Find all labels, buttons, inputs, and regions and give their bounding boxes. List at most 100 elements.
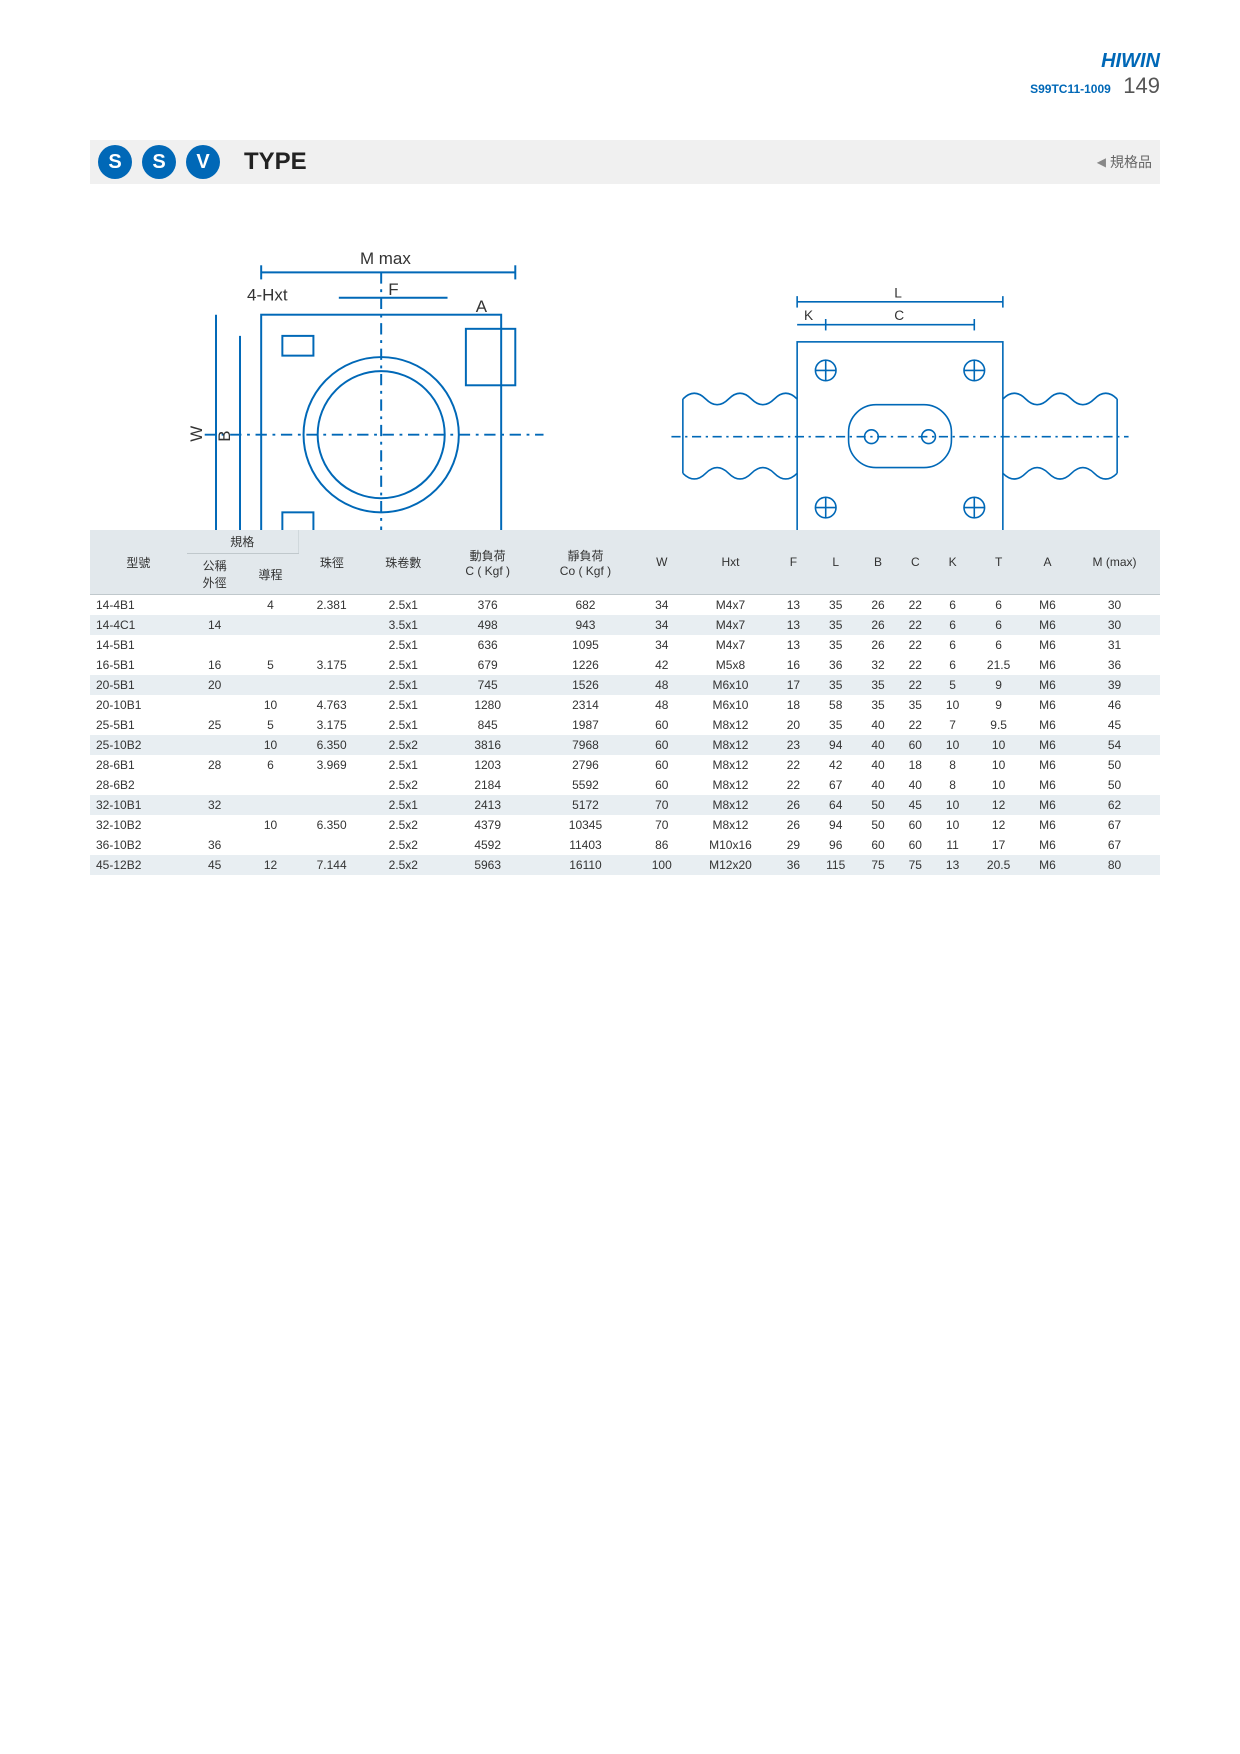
cell-c: 60 xyxy=(897,815,934,835)
cell-t: 6 xyxy=(971,615,1026,635)
cell-model: 14-4C1 xyxy=(90,615,187,635)
cell-l: 96 xyxy=(812,835,859,855)
cell-od xyxy=(187,815,243,835)
col-lead: 導程 xyxy=(243,554,299,595)
type-label: TYPE xyxy=(244,148,307,176)
cell-f: 17 xyxy=(775,675,812,695)
cell-bt: 2.5x2 xyxy=(365,855,442,875)
col-a: A xyxy=(1026,530,1069,595)
cell-model: 20-5B1 xyxy=(90,675,187,695)
cell-a: M6 xyxy=(1026,655,1069,675)
cell-b: 35 xyxy=(859,675,896,695)
doc-info: S99TC11-1009 149 xyxy=(1030,73,1160,99)
cell-bt: 2.5x1 xyxy=(365,675,442,695)
cell-bd: 6.350 xyxy=(298,735,364,755)
cell-sl: 1226 xyxy=(534,655,638,675)
table-row: 16-5B11653.1752.5x1679122642M5x816363222… xyxy=(90,655,1160,675)
cell-dl: 5963 xyxy=(442,855,534,875)
lbl-w: W xyxy=(187,426,206,442)
cell-f: 26 xyxy=(775,795,812,815)
lbl-c: C xyxy=(894,308,904,323)
cell-w: 42 xyxy=(637,655,686,675)
cell-lead: 10 xyxy=(243,815,299,835)
cell-b: 75 xyxy=(859,855,896,875)
cell-od: 25 xyxy=(187,715,243,735)
cell-dl: 4592 xyxy=(442,835,534,855)
cell-hxt: M8x12 xyxy=(686,795,775,815)
spec-tag: ◀ 規格品 xyxy=(1097,152,1160,172)
col-k: K xyxy=(934,530,971,595)
cell-c: 22 xyxy=(897,595,934,616)
cell-bt: 2.5x1 xyxy=(365,795,442,815)
cell-sl: 2796 xyxy=(534,755,638,775)
cell-lead xyxy=(243,775,299,795)
cell-bd xyxy=(298,615,364,635)
cell-bt: 2.5x2 xyxy=(365,815,442,835)
cell-sl: 11403 xyxy=(534,835,638,855)
table-row: 28-6B22.5x22184559260M8x1222674040810M65… xyxy=(90,775,1160,795)
cell-f: 20 xyxy=(775,715,812,735)
cell-b: 26 xyxy=(859,615,896,635)
cell-od xyxy=(187,595,243,616)
cell-m: 30 xyxy=(1069,595,1160,616)
lbl-l: L xyxy=(894,285,902,300)
cell-t: 20.5 xyxy=(971,855,1026,875)
cell-hxt: M8x12 xyxy=(686,735,775,755)
cell-a: M6 xyxy=(1026,795,1069,815)
col-t: T xyxy=(971,530,1026,595)
cell-f: 26 xyxy=(775,815,812,835)
cell-l: 94 xyxy=(812,815,859,835)
cell-a: M6 xyxy=(1026,775,1069,795)
cell-od: 28 xyxy=(187,755,243,775)
title-bar: S S V TYPE ◀ 規格品 xyxy=(90,140,1160,184)
lbl-mmax: M max xyxy=(360,249,411,268)
lbl-hxt: 4-Hxt xyxy=(247,286,288,305)
cell-dl: 2184 xyxy=(442,775,534,795)
cell-c: 22 xyxy=(897,675,934,695)
cell-l: 64 xyxy=(812,795,859,815)
cell-bt: 2.5x2 xyxy=(365,735,442,755)
cell-l: 35 xyxy=(812,615,859,635)
cell-w: 100 xyxy=(637,855,686,875)
cell-b: 60 xyxy=(859,835,896,855)
table-row: 25-10B2106.3502.5x23816796860M8x12239440… xyxy=(90,735,1160,755)
cell-model: 45-12B2 xyxy=(90,855,187,875)
cell-k: 7 xyxy=(934,715,971,735)
table-row: 20-10B1104.7632.5x11280231448M6x10185835… xyxy=(90,695,1160,715)
cell-dl: 3816 xyxy=(442,735,534,755)
cell-m: 30 xyxy=(1069,615,1160,635)
cell-w: 34 xyxy=(637,595,686,616)
cell-t: 17 xyxy=(971,835,1026,855)
cell-a: M6 xyxy=(1026,695,1069,715)
table-head: 型號 規格 珠徑 珠卷數 動負荷 C ( Kgf ) 靜負荷 Co ( Kgf … xyxy=(90,530,1160,595)
cell-lead: 10 xyxy=(243,735,299,755)
cell-l: 94 xyxy=(812,735,859,755)
cell-l: 36 xyxy=(812,655,859,675)
cell-b: 50 xyxy=(859,815,896,835)
cell-lead xyxy=(243,795,299,815)
cell-w: 60 xyxy=(637,775,686,795)
cell-bt: 2.5x1 xyxy=(365,715,442,735)
cell-sl: 10345 xyxy=(534,815,638,835)
cell-bt: 3.5x1 xyxy=(365,615,442,635)
cell-model: 28-6B1 xyxy=(90,755,187,775)
cell-w: 34 xyxy=(637,615,686,635)
cell-c: 22 xyxy=(897,715,934,735)
cell-od: 45 xyxy=(187,855,243,875)
page-header: HIWIN S99TC11-1009 149 xyxy=(1030,50,1160,99)
table-row: 14-5B12.5x1636109534M4x71335262266M631 xyxy=(90,635,1160,655)
cell-t: 10 xyxy=(971,735,1026,755)
cell-lead: 4 xyxy=(243,595,299,616)
cell-model: 32-10B2 xyxy=(90,815,187,835)
cell-hxt: M10x16 xyxy=(686,835,775,855)
cell-a: M6 xyxy=(1026,715,1069,735)
cell-dl: 498 xyxy=(442,615,534,635)
col-f: F xyxy=(775,530,812,595)
cell-bt: 2.5x2 xyxy=(365,775,442,795)
table-row: 14-4B142.3812.5x137668234M4x71335262266M… xyxy=(90,595,1160,616)
cell-sl: 1987 xyxy=(534,715,638,735)
cell-b: 40 xyxy=(859,775,896,795)
cell-model: 20-10B1 xyxy=(90,695,187,715)
col-ball-dia: 珠徑 xyxy=(298,530,364,595)
cell-k: 6 xyxy=(934,615,971,635)
